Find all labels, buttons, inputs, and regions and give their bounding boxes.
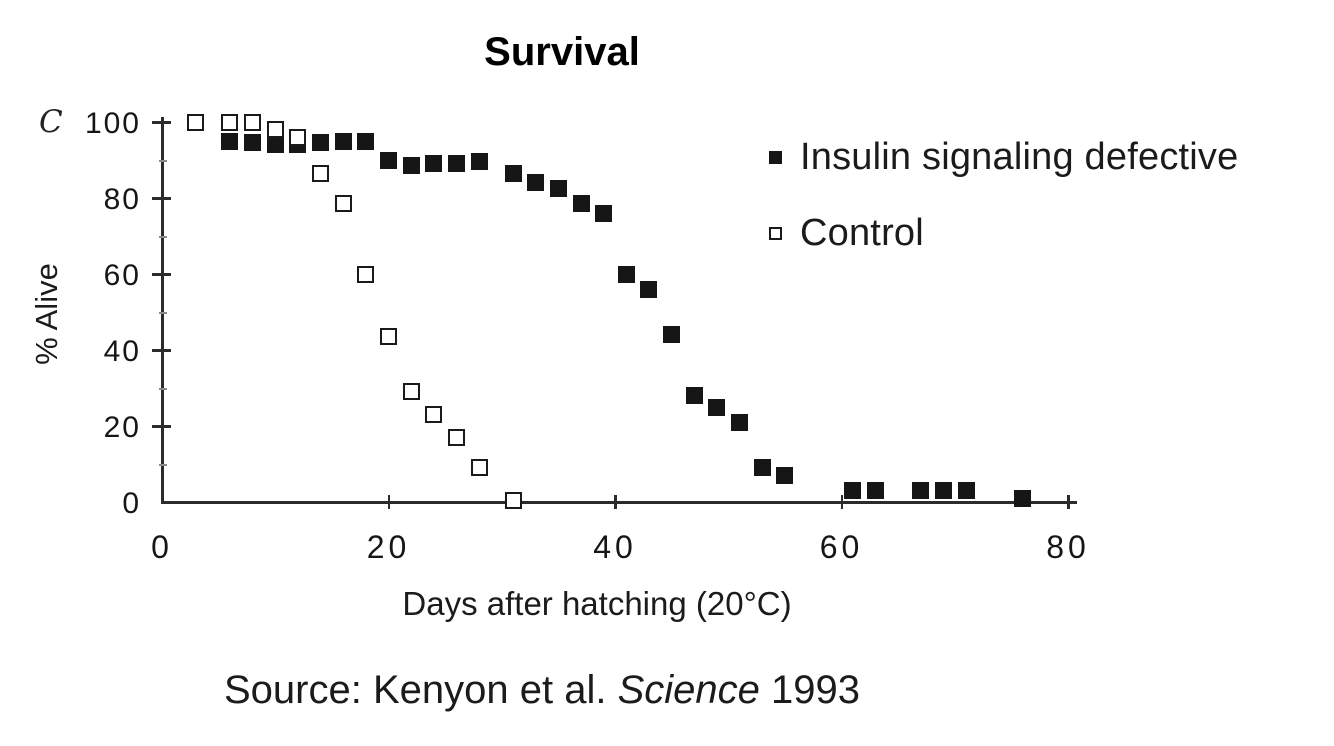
y-tick-label: 20 [103, 411, 141, 444]
data-point-insulin-signaling-defective [266, 136, 284, 154]
data-point-insulin-signaling-defective [731, 413, 749, 431]
data-point-control [425, 406, 443, 424]
y-tick-mark [152, 349, 171, 352]
data-point-insulin-signaling-defective [334, 132, 352, 150]
x-tick-label: 60 [819, 529, 864, 565]
data-point-insulin-signaling-defective [957, 482, 975, 500]
y-tick-mark [152, 273, 171, 276]
data-point-insulin-signaling-defective [527, 174, 545, 192]
data-point-control [402, 383, 420, 401]
y-tick-label: 80 [103, 183, 141, 216]
data-point-insulin-signaling-defective [447, 155, 465, 173]
data-point-control [187, 113, 205, 131]
y-tick-label: 40 [103, 335, 141, 368]
data-point-insulin-signaling-defective [504, 164, 522, 182]
open-square-marker-icon [769, 226, 782, 240]
data-point-control [504, 491, 522, 509]
y-minor-tick-mark [159, 312, 167, 314]
data-point-control [244, 113, 262, 131]
data-point-insulin-signaling-defective [912, 482, 930, 500]
x-tick-label: 80 [1046, 529, 1090, 565]
legend-item-control: Control [769, 210, 1238, 256]
data-point-insulin-signaling-defective [844, 482, 862, 500]
x-tick-mark [1067, 495, 1070, 509]
data-point-control [266, 121, 284, 139]
y-tick-label: 60 [103, 259, 141, 292]
y-axis-line [161, 117, 164, 503]
data-point-insulin-signaling-defective [866, 482, 884, 500]
data-point-control [334, 195, 352, 213]
source-journal: Science [617, 668, 760, 712]
source-suffix: 1993 [759, 668, 860, 712]
data-point-insulin-signaling-defective [1014, 489, 1032, 507]
chart-title: Survival [484, 30, 640, 74]
data-point-insulin-signaling-defective [776, 466, 794, 484]
data-point-insulin-signaling-defective [753, 459, 771, 477]
data-point-insulin-signaling-defective [425, 155, 443, 173]
x-tick-label: 0 [151, 529, 173, 565]
x-tick-label: 40 [593, 529, 637, 565]
panel-label: C [39, 104, 63, 140]
data-point-insulin-signaling-defective [221, 132, 239, 150]
data-point-control [221, 113, 239, 131]
data-point-insulin-signaling-defective [640, 280, 658, 298]
source-prefix: Source: Kenyon et al. [224, 668, 618, 712]
data-point-control [447, 428, 465, 446]
data-point-insulin-signaling-defective [357, 132, 375, 150]
legend-item-insulin-signaling-defective: Insulin signaling defective [769, 134, 1238, 180]
data-point-control [380, 328, 397, 346]
data-point-control [289, 128, 307, 146]
data-point-insulin-signaling-defective [380, 151, 397, 169]
y-minor-tick-mark [159, 160, 167, 162]
data-point-insulin-signaling-defective [312, 134, 330, 152]
data-point-insulin-signaling-defective [549, 180, 567, 197]
filled-square-marker-icon [769, 150, 782, 164]
legend-label: Insulin signaling defective [800, 135, 1239, 178]
data-point-control [312, 164, 330, 182]
x-tick-label: 20 [366, 529, 411, 565]
source-caption: Source: Kenyon et al. Science 1993 [224, 668, 860, 713]
x-tick-mark [840, 495, 843, 509]
y-minor-tick-mark [159, 236, 167, 238]
data-point-control [470, 459, 488, 477]
data-point-insulin-signaling-defective [708, 398, 726, 416]
data-point-control [357, 265, 375, 283]
data-point-insulin-signaling-defective [663, 326, 681, 344]
data-point-insulin-signaling-defective [470, 153, 488, 171]
data-point-insulin-signaling-defective [244, 134, 262, 152]
y-tick-mark [152, 197, 171, 200]
data-point-insulin-signaling-defective [934, 482, 952, 500]
x-axis-label: Days after hatching (20°C) [402, 585, 792, 622]
data-point-insulin-signaling-defective [572, 195, 590, 213]
legend-label: Control [800, 211, 924, 254]
y-minor-tick-mark [159, 388, 167, 390]
data-point-insulin-signaling-defective [595, 204, 613, 222]
y-tick-label: 0 [122, 487, 141, 520]
y-tick-mark [152, 425, 171, 428]
data-point-insulin-signaling-defective [685, 387, 703, 405]
x-tick-mark [387, 495, 390, 509]
x-tick-mark [614, 495, 617, 509]
x-axis-line [161, 501, 1077, 504]
data-point-insulin-signaling-defective [402, 157, 420, 175]
legend: Insulin signaling defective Control [769, 134, 1238, 256]
y-tick-mark [152, 121, 171, 124]
data-point-insulin-signaling-defective [617, 265, 635, 283]
y-tick-label: 100 [84, 107, 141, 140]
y-minor-tick-mark [159, 464, 167, 466]
